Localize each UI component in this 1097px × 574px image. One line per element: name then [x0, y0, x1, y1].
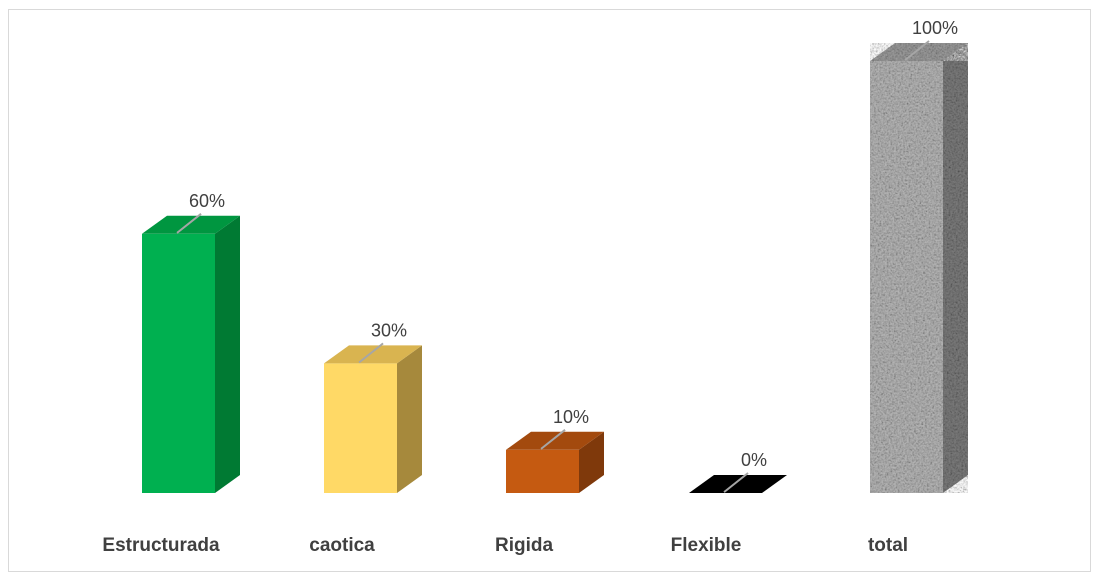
bar-estructurada: [142, 215, 240, 494]
bar-top-rigida: [506, 431, 604, 450]
leader-line-caotica: [358, 342, 384, 364]
bar-front-estructurada: [142, 233, 215, 494]
data-label-flexible: 0%: [741, 450, 767, 470]
bar-top-estructurada: [142, 215, 240, 234]
bar-flexible: [689, 475, 787, 493]
bar-top-total: [870, 43, 968, 61]
bar-front-total: [870, 61, 943, 493]
leader-line-flexible: [723, 472, 749, 493]
leader-line-total: [904, 40, 930, 61]
data-label-caotica: 30%: [371, 320, 407, 340]
bar-caotica: [324, 345, 422, 493]
category-label-estructurada: Estructurada: [102, 535, 220, 556]
data-label-total: 100%: [912, 18, 958, 38]
category-label-caotica: caotica: [309, 535, 375, 556]
bar-front-rigida: [506, 449, 579, 493]
bar-top-flexible: [689, 475, 787, 493]
bar-side-total: [943, 43, 968, 493]
bar-total: [870, 43, 968, 493]
bar-side-estructurada: [215, 215, 240, 494]
bar-rigida: [506, 431, 604, 493]
category-label-rigida: Rigida: [495, 535, 553, 556]
leader-line-rigida: [540, 429, 566, 450]
data-label-rigida: 10%: [553, 407, 589, 427]
data-label-estructurada: 60%: [189, 191, 225, 211]
leader-line-estructurada: [176, 213, 202, 234]
bar-side-caotica: [397, 345, 422, 493]
category-label-total: total: [868, 535, 908, 556]
bar-top-caotica: [324, 345, 422, 364]
bar-front-caotica: [324, 363, 397, 493]
bar-side-rigida: [579, 431, 604, 493]
category-label-flexible: Flexible: [671, 535, 742, 556]
